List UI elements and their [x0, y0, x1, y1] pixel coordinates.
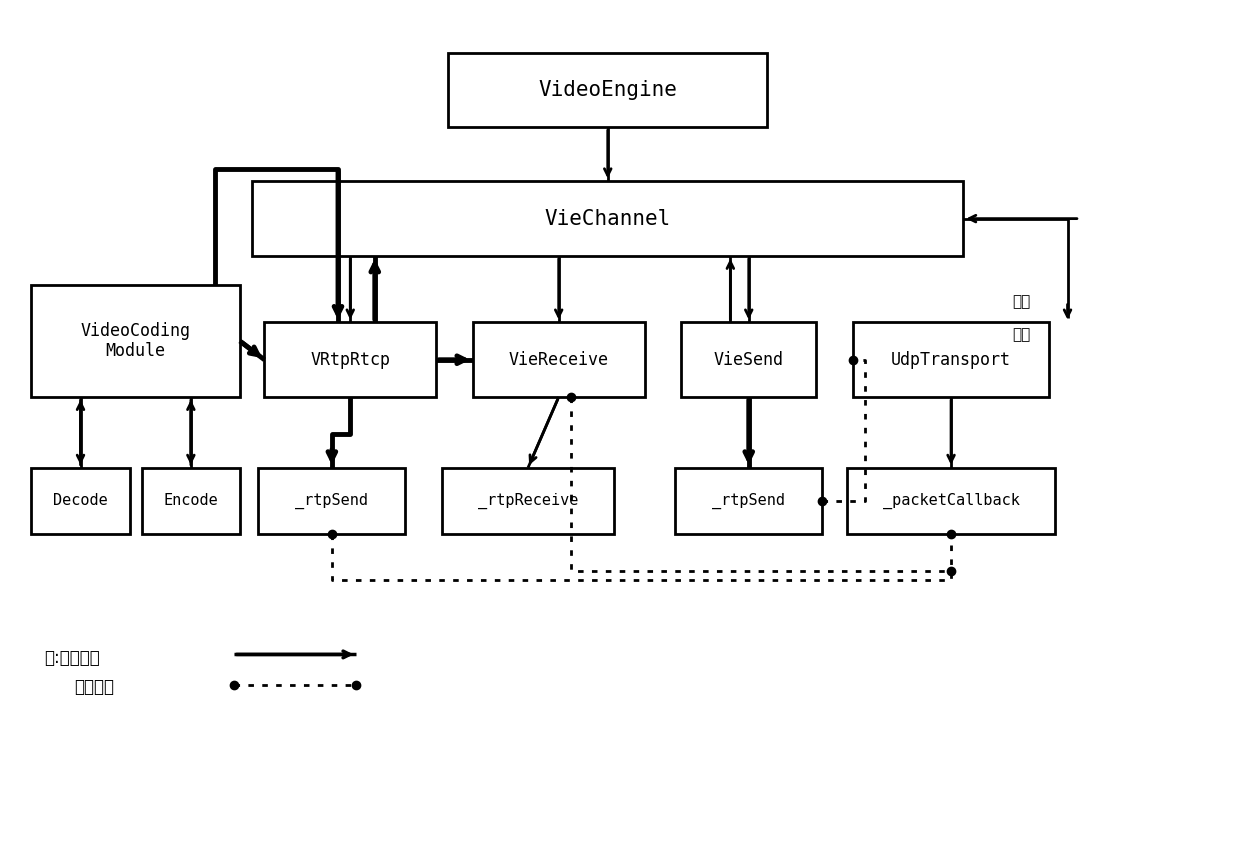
- Bar: [449, 52, 768, 127]
- Bar: [141, 468, 239, 534]
- Text: _rtpSend: _rtpSend: [295, 493, 368, 509]
- Bar: [31, 468, 129, 534]
- Text: VieSend: VieSend: [714, 351, 784, 369]
- Text: 接收: 接收: [1012, 327, 1030, 342]
- Text: UdpTransport: UdpTransport: [892, 351, 1011, 369]
- Bar: [264, 322, 436, 397]
- Bar: [258, 468, 405, 534]
- Text: _rtpSend: _rtpSend: [712, 493, 785, 509]
- Text: VieChannel: VieChannel: [544, 208, 671, 229]
- Bar: [31, 285, 239, 397]
- Text: Decode: Decode: [53, 494, 108, 508]
- Text: VideoCoding
Module: VideoCoding Module: [81, 322, 191, 360]
- Bar: [252, 181, 963, 256]
- Text: 注:直接关联: 注:直接关联: [43, 649, 99, 667]
- Text: 发送: 发送: [1012, 294, 1030, 309]
- Text: _packetCallback: _packetCallback: [883, 493, 1019, 509]
- Text: _rtpReceive: _rtpReceive: [477, 493, 578, 509]
- Text: VieReceive: VieReceive: [508, 351, 609, 369]
- Bar: [443, 468, 614, 534]
- Bar: [681, 322, 816, 397]
- Text: 间接关联: 间接关联: [74, 678, 114, 695]
- Text: VideoEngine: VideoEngine: [538, 80, 677, 100]
- Text: VRtpRtcp: VRtpRtcp: [310, 351, 391, 369]
- Bar: [853, 322, 1049, 397]
- Bar: [675, 468, 822, 534]
- Text: Encode: Encode: [164, 494, 218, 508]
- Bar: [847, 468, 1055, 534]
- Bar: [472, 322, 645, 397]
